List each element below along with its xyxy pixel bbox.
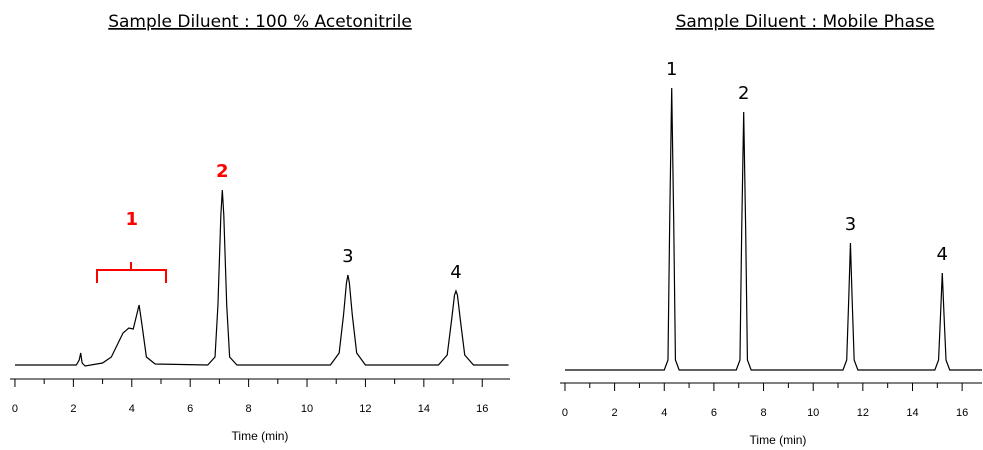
chart-title: Sample Diluent : 100 % Acetonitrile — [108, 12, 412, 32]
x-tick-label: 0 — [12, 403, 18, 415]
x-tick-label: 4 — [129, 403, 135, 415]
peak-label: 3 — [845, 214, 856, 235]
peak-label: 3 — [342, 246, 353, 267]
x-tick-label: 10 — [301, 403, 313, 415]
chart-title: Sample Diluent : Mobile Phase — [676, 12, 935, 32]
x-axis-label: Time (min) — [750, 433, 807, 447]
x-tick-label: 14 — [906, 407, 918, 419]
x-tick-label: 4 — [661, 407, 667, 419]
peak-label: 1 — [126, 209, 139, 230]
x-tick-label: 8 — [760, 407, 766, 419]
peak-label: 2 — [738, 83, 749, 104]
x-tick-label: 12 — [359, 403, 371, 415]
x-tick-label: 16 — [476, 403, 488, 415]
bracket — [96, 262, 167, 283]
x-tick-label: 14 — [418, 403, 430, 415]
x-tick-label: 10 — [807, 407, 819, 419]
x-axis-label: Time (min) — [232, 429, 289, 443]
x-tick-label: 2 — [612, 407, 618, 419]
peak-label: 2 — [216, 161, 229, 182]
x-tick-label: 16 — [956, 407, 968, 419]
x-tick-label: 6 — [711, 407, 717, 419]
x-tick-label: 8 — [246, 403, 252, 415]
peak-label: 1 — [666, 59, 677, 80]
peak-label: 4 — [937, 244, 948, 265]
x-tick-label: 12 — [857, 407, 869, 419]
trace — [564, 87, 982, 371]
peak-label: 4 — [450, 262, 461, 283]
x-tick-label: 0 — [562, 407, 568, 419]
x-tick-label: 2 — [70, 403, 76, 415]
trace — [14, 189, 509, 367]
x-tick-label: 6 — [187, 403, 193, 415]
